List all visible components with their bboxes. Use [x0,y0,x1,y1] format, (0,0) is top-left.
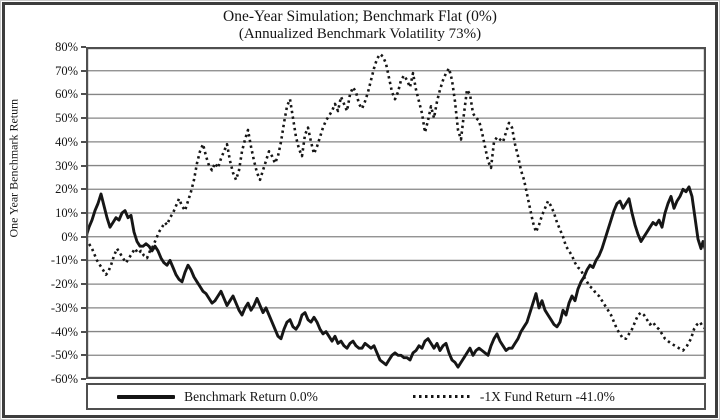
plot-area [86,47,706,379]
chart-title: One-Year Simulation; Benchmark Flat (0%) [223,8,497,25]
title-block: One-Year Simulation; Benchmark Flat (0%)… [5,8,715,44]
y-tick-label: -40% [50,324,78,339]
benchmark-return-line [86,185,706,369]
y-tick-label: 60% [55,87,78,102]
chart-subtitle: (Annualized Benchmark Volatility 73%) [238,26,482,43]
y-tick-label: 50% [55,111,78,126]
y-tick-label: -20% [50,277,78,292]
y-axis-title: One Year Benchmark Return [6,98,21,238]
y-tick-label: 0% [61,229,78,244]
y-tick-label: 20% [55,182,78,197]
legend-label-fund: -1X Fund Return -41.0% [479,388,615,404]
y-tick-label: -30% [50,300,78,315]
legend-item-benchmark: Benchmark Return 0.0% [117,389,318,405]
plot-border [86,47,706,379]
fund-return-line [86,52,706,352]
y-tick-label: -60% [50,372,78,386]
legend-label-benchmark: Benchmark Return 0.0% [184,388,318,404]
y-tick-label: 30% [55,158,78,173]
y-tick-label: 70% [55,63,78,78]
y-tick-label: -10% [50,253,78,268]
legend-item-fund: -1X Fund Return -41.0% [412,388,615,405]
y-tick-label: -50% [50,348,78,363]
legend: Benchmark Return 0.0% -1X Fund Return -4… [86,383,706,410]
dotted-line-sample [412,395,471,398]
plot-svg [86,47,706,379]
solid-line-sample [117,394,176,399]
y-tick-label: 10% [55,206,78,220]
y-tick-label: 40% [55,134,78,149]
